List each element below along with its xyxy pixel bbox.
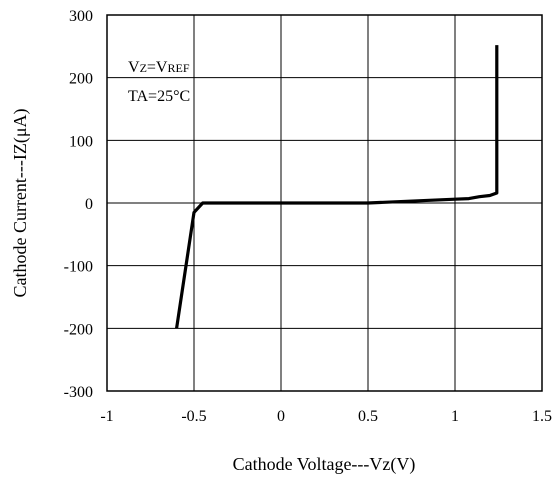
x-tick-label: 1 <box>451 408 459 425</box>
y-tick-label: 300 <box>69 8 93 25</box>
annotation-line-1: VZ=VREF <box>128 59 190 76</box>
annotation-sub-z: Z <box>140 61 147 75</box>
annotation-line-2: TA=25°C <box>128 88 190 105</box>
x-tick-label: 1.5 <box>532 408 552 425</box>
y-tick-label: 0 <box>85 196 93 213</box>
annotation-sub-ref: REF <box>167 61 189 75</box>
annotation: VZ=VREF TA=25°C <box>128 59 190 105</box>
x-tick-label: 0.5 <box>358 408 378 425</box>
x-tick-labels: -1 -0.5 0 0.5 1 1.5 <box>100 408 552 425</box>
y-axis-label: Cathode Current---IZ(μA) <box>10 108 31 297</box>
y-tick-label: 100 <box>69 133 93 150</box>
annotation-v: V <box>128 59 140 76</box>
y-tick-labels: 300 200 100 0 -100 -200 -300 <box>64 8 93 401</box>
plot-frame <box>106 14 543 392</box>
y-tick-label: -200 <box>64 321 93 338</box>
x-tick-label: -0.5 <box>181 408 206 425</box>
y-tick-label: 200 <box>69 71 93 88</box>
y-tick-label: -100 <box>64 259 93 276</box>
curve-layer <box>175 45 499 329</box>
x-axis-label: Cathode Voltage---Vz(V) <box>233 454 416 475</box>
annotation-eq: =V <box>147 59 168 76</box>
x-tick-label: 0 <box>277 408 285 425</box>
series-line <box>175 45 499 329</box>
x-tick-label: -1 <box>100 408 113 425</box>
y-tick-label: -300 <box>64 384 93 401</box>
